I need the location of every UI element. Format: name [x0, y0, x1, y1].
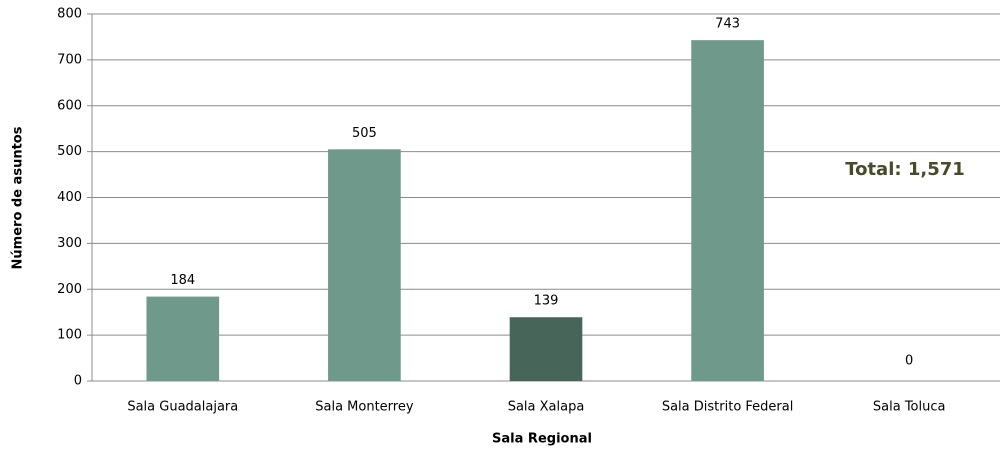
- value-label: 505: [352, 126, 377, 141]
- y-axis-label: Número de asuntos: [11, 126, 26, 269]
- bar: [146, 296, 220, 381]
- x-tick-label: Sala Guadalajara: [127, 400, 238, 415]
- value-label: 0: [905, 354, 913, 369]
- value-label: 184: [170, 273, 195, 288]
- y-tick-label: 400: [57, 190, 82, 205]
- x-tick-label: Sala Monterrey: [315, 400, 414, 415]
- y-tick-label: 600: [57, 98, 82, 113]
- x-tick-label: Sala Xalapa: [508, 400, 585, 415]
- y-tick-label: 800: [57, 7, 82, 22]
- y-tick-label: 0: [74, 374, 82, 389]
- bar: [691, 40, 764, 382]
- y-tick-label: 100: [57, 328, 82, 343]
- bar: [509, 317, 583, 381]
- y-tick-label: 500: [57, 144, 82, 159]
- x-tick-label: Sala Toluca: [873, 400, 946, 415]
- y-tick-label: 700: [57, 52, 82, 67]
- x-tick-label: Sala Distrito Federal: [662, 400, 794, 415]
- value-label: 139: [534, 294, 559, 309]
- y-tick-label: 200: [57, 282, 82, 297]
- y-tick-label: 300: [57, 236, 82, 251]
- annotation: Total: 1,571: [845, 159, 965, 180]
- value-label: 743: [715, 17, 740, 32]
- bar: [328, 149, 401, 381]
- x-axis-label: Sala Regional: [492, 432, 592, 447]
